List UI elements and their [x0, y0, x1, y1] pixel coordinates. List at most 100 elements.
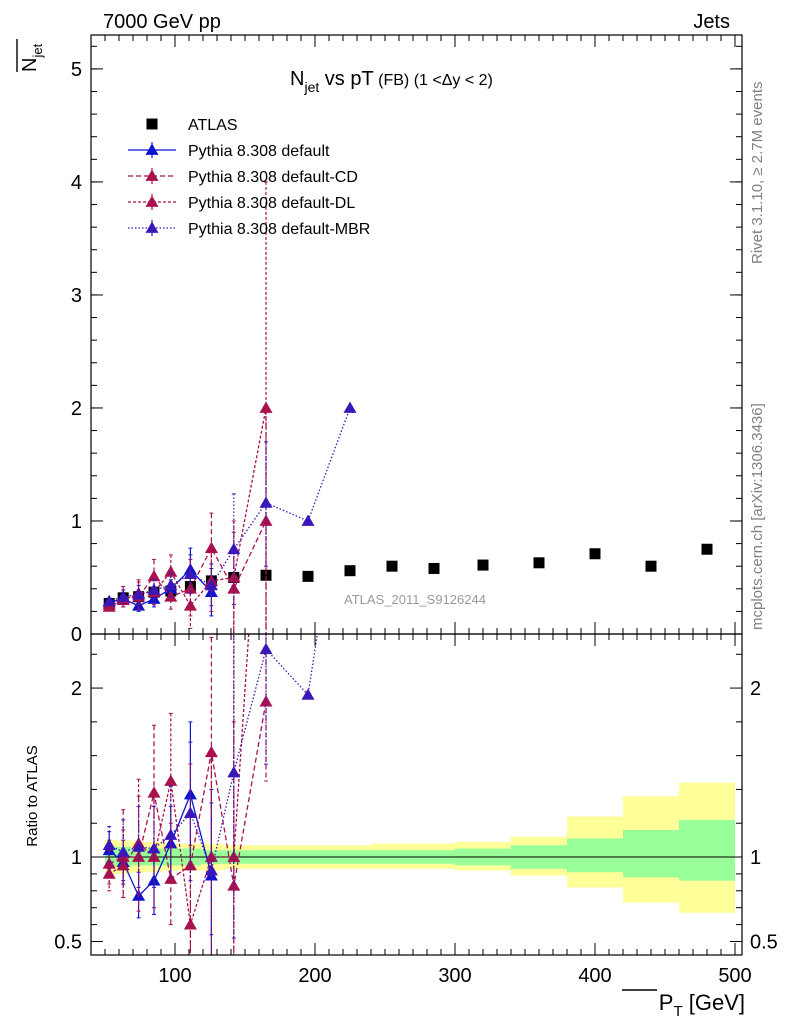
data-point-4-10	[343, 401, 357, 413]
data-point-0-11	[386, 560, 398, 572]
band-green-15	[567, 838, 623, 873]
svg-text:Njet: Njet	[19, 43, 45, 72]
data-point-4-2	[132, 587, 146, 600]
data-point-4-3	[147, 583, 161, 595]
data-point-3-5	[183, 806, 197, 818]
y-tick-label: 3	[71, 285, 82, 307]
x-tick-label: 500	[718, 965, 751, 987]
data-point-0-12	[428, 562, 440, 574]
analysis-id: ATLAS_2011_S9126244	[344, 592, 486, 607]
data-point-3-7	[227, 766, 241, 778]
legend-marker-0	[146, 118, 158, 130]
data-point-0-8	[260, 569, 272, 581]
data-point-1-6	[204, 745, 218, 758]
data-point-3-1	[116, 845, 130, 857]
band-green-16	[623, 829, 679, 878]
data-point-3-2	[132, 840, 146, 852]
data-point-3-4	[164, 828, 178, 840]
data-point-3-5	[183, 599, 197, 611]
main-ylabel: Njet	[16, 39, 45, 72]
rivet-label: Rivet 3.1.10, ≥ 2.7M events	[749, 82, 766, 265]
data-point-0-14	[533, 557, 545, 569]
axes-frame	[90, 633, 743, 956]
ratio-y-tick-label: 2	[71, 678, 82, 700]
plot-title: Njet vs pT (FB) (1 <Δy < 2)	[290, 68, 493, 95]
ratio-plot-series	[102, 634, 319, 955]
data-point-3-7	[227, 570, 241, 583]
data-point-3-6	[204, 864, 218, 876]
series-line-3	[108, 407, 267, 608]
data-point-1-8	[259, 695, 273, 707]
band-green-17	[679, 819, 735, 881]
xlabel: PT [GeV]	[622, 989, 745, 1020]
legend-label-3: Pythia 8.308 default-DL	[188, 195, 355, 212]
legend-marker-1	[145, 143, 159, 155]
data-point-2-4	[164, 590, 178, 602]
data-point-4-0	[102, 594, 116, 607]
y-tick-label: 0	[71, 624, 82, 646]
data-point-3-8	[259, 642, 273, 655]
data-point-0-10	[344, 565, 356, 577]
data-point-0-17	[701, 543, 713, 555]
data-point-4-9	[301, 514, 315, 526]
series-3	[102, 634, 319, 939]
ratio-plot-axes: 0.5 0.5 1 1 2 2 100 200 300 400 500	[54, 633, 778, 987]
data-point-2-0	[102, 867, 116, 879]
series-line-4	[109, 407, 351, 602]
energy-label: 7000 GeV pp	[103, 11, 221, 33]
mcplots-label: mcplots.cern.ch [arXiv:1306.3436]	[749, 403, 766, 630]
series-1	[102, 547, 218, 617]
series-4	[102, 401, 357, 607]
data-point-3-8	[259, 401, 273, 413]
ratio-y-tick-label: 1	[71, 847, 82, 869]
x-tick-label: 200	[298, 965, 331, 987]
data-point-0-15	[589, 548, 601, 560]
data-point-1-4	[164, 872, 178, 884]
data-point-1-3	[147, 786, 161, 798]
data-point-3-4	[164, 565, 178, 577]
data-point-3-9	[301, 688, 315, 700]
data-point-2-6	[204, 541, 218, 553]
data-point-4-1	[116, 590, 130, 602]
data-point-4-7	[227, 542, 241, 555]
y-tick-label: 1	[71, 511, 82, 533]
series-line-3	[108, 634, 319, 873]
legend-label-2: Pythia 8.308 default-CD	[188, 169, 358, 186]
data-point-3-0	[102, 838, 116, 851]
data-point-3-3	[147, 842, 161, 854]
data-point-0-13	[477, 559, 489, 571]
data-point-0-5	[183, 788, 197, 800]
legend: ATLAS Pythia 8.308 default Pythia 8.308 de…	[128, 117, 370, 238]
data-point-4-5	[183, 567, 197, 579]
series-3	[102, 181, 273, 634]
series-2	[102, 634, 250, 955]
legend-marker-4	[145, 221, 159, 233]
y-tick-label: 4	[71, 172, 82, 194]
ratio-plot-bands	[91, 782, 742, 913]
data-point-2-3	[147, 569, 161, 582]
x-tick-label: 400	[578, 965, 611, 987]
legend-marker-2	[145, 169, 159, 181]
data-point-4-4	[164, 578, 178, 591]
y-tick-label: 5	[71, 59, 82, 81]
legend-label-1: Pythia 8.308 default	[188, 143, 330, 160]
x-tick-label: 100	[158, 965, 191, 987]
ratio-ylabel: Ratio to ATLAS	[24, 745, 41, 846]
data-point-2-4	[164, 774, 178, 786]
ratio-y-tick-label-right: 1	[750, 847, 761, 869]
data-point-2-5	[183, 918, 197, 930]
legend-marker-3	[145, 195, 159, 207]
data-point-4-6	[204, 578, 218, 591]
ratio-y-tick-label: 0.5	[54, 931, 82, 953]
ratio-y-tick-label-right: 2	[750, 678, 761, 700]
x-tick-label: 300	[438, 965, 471, 987]
data-point-4-8	[259, 496, 273, 508]
ratio-y-tick-label-right: 0.5	[750, 931, 778, 953]
svg-text:PT [GeV]: PT [GeV]	[659, 990, 745, 1020]
data-point-2-1	[116, 858, 130, 871]
jets-label: Jets	[693, 11, 730, 33]
legend-label-0: ATLAS	[188, 117, 238, 134]
data-point-0-16	[645, 560, 657, 572]
data-point-2-5	[183, 582, 197, 594]
